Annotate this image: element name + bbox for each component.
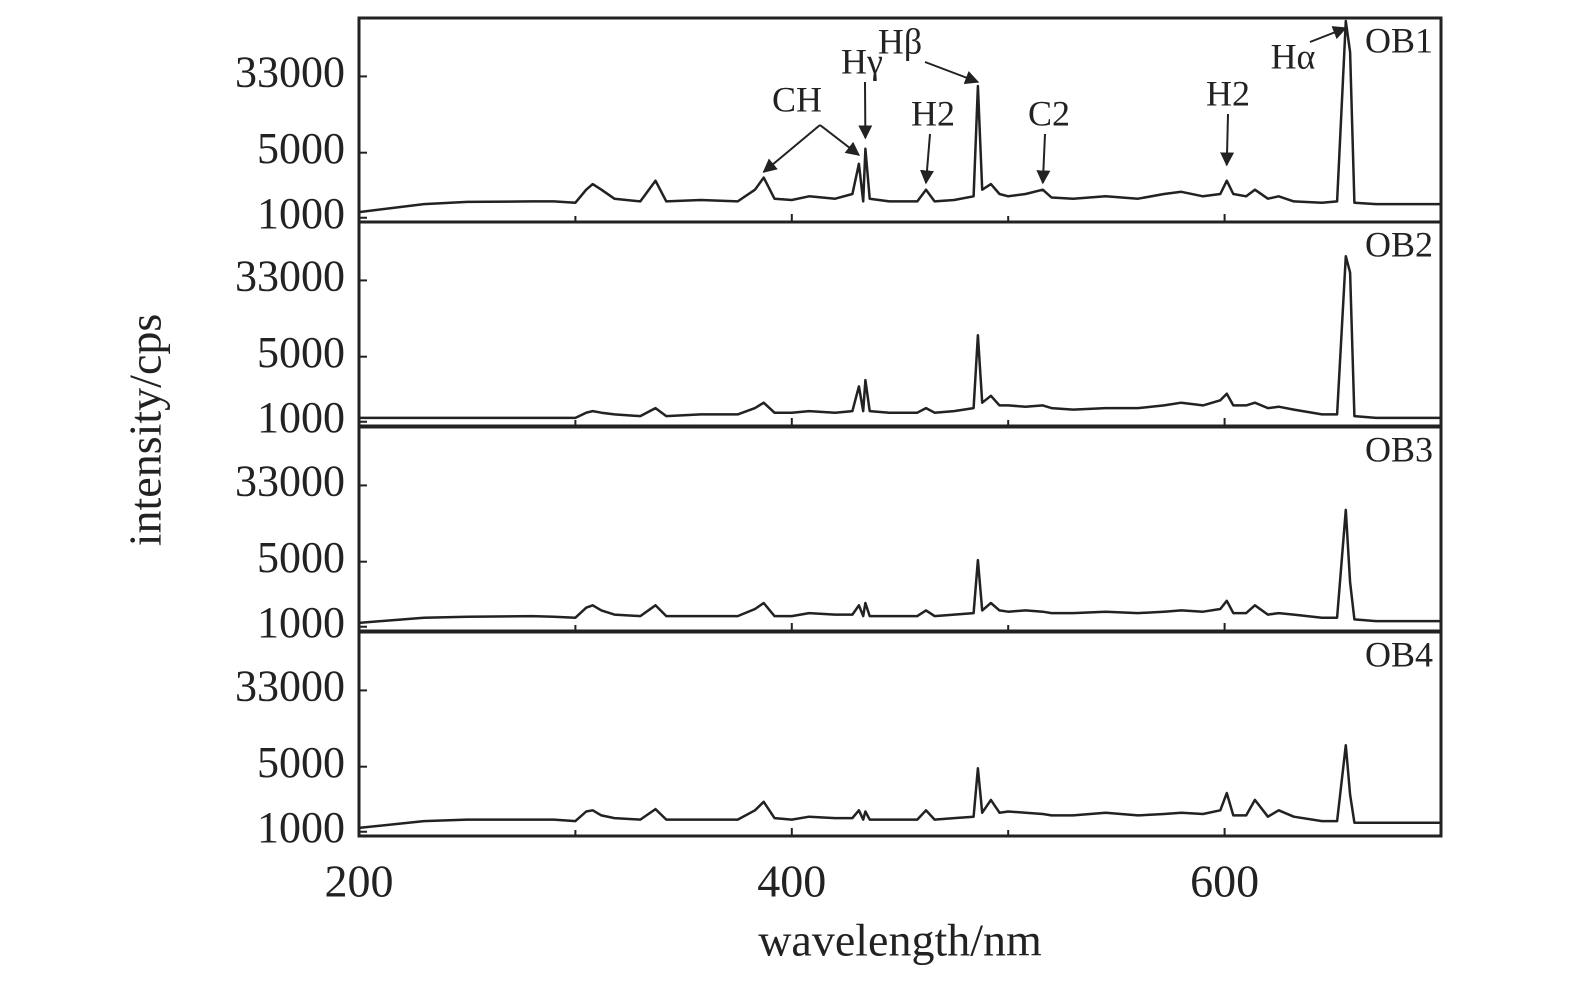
y-tick-label: 33000 <box>235 48 345 97</box>
y-axis-label: intensity/cps <box>120 314 171 547</box>
legend-label: OB4 <box>1365 634 1433 674</box>
spectrum-line <box>358 508 1441 625</box>
panel-frame <box>357 220 1443 428</box>
peak-arrow <box>819 124 860 156</box>
spectrum-line <box>358 19 1441 214</box>
legend-label: OB3 <box>1365 429 1433 469</box>
y-tick-label: 5000 <box>257 738 345 787</box>
legend-label: OB2 <box>1365 224 1433 264</box>
peak-label: Hα <box>1271 36 1316 76</box>
y-tick-label: 1000 <box>257 803 345 852</box>
x-tick-label: 600 <box>1190 856 1259 907</box>
y-tick-label: 1000 <box>257 189 345 238</box>
peak-arrow <box>924 61 980 85</box>
spectrum-line <box>358 743 1441 830</box>
panel-frame <box>357 630 1443 838</box>
y-tick-label: 5000 <box>257 328 345 377</box>
y-tick-label: 1000 <box>257 393 345 442</box>
peak-label: Hγ <box>841 41 883 81</box>
y-tick-label: 5000 <box>257 124 345 173</box>
peak-arrow <box>1220 113 1235 167</box>
peak-arrow <box>920 133 934 185</box>
y-tick-label: 1000 <box>257 598 345 647</box>
peak-arrow <box>762 124 821 173</box>
x-axis-label: wavelength/nm <box>758 915 1042 966</box>
y-tick-label: 33000 <box>235 252 345 301</box>
peak-label: CH <box>772 79 822 119</box>
y-tick-label: 33000 <box>235 457 345 506</box>
y-tick-label: 33000 <box>235 662 345 711</box>
peak-label: Hβ <box>878 21 922 61</box>
peak-label: H2 <box>911 93 955 133</box>
spectrum-line <box>359 254 1441 420</box>
peak-label: H2 <box>1206 73 1250 113</box>
legend-label: OB1 <box>1365 20 1433 60</box>
x-tick-label: 400 <box>757 856 826 907</box>
panel-frame <box>357 425 1443 633</box>
peak-arrow <box>1036 133 1051 185</box>
y-tick-label: 5000 <box>257 533 345 582</box>
peak-arrow <box>1309 26 1348 43</box>
peak-label: C2 <box>1028 93 1070 133</box>
x-tick-label: 200 <box>325 856 394 907</box>
